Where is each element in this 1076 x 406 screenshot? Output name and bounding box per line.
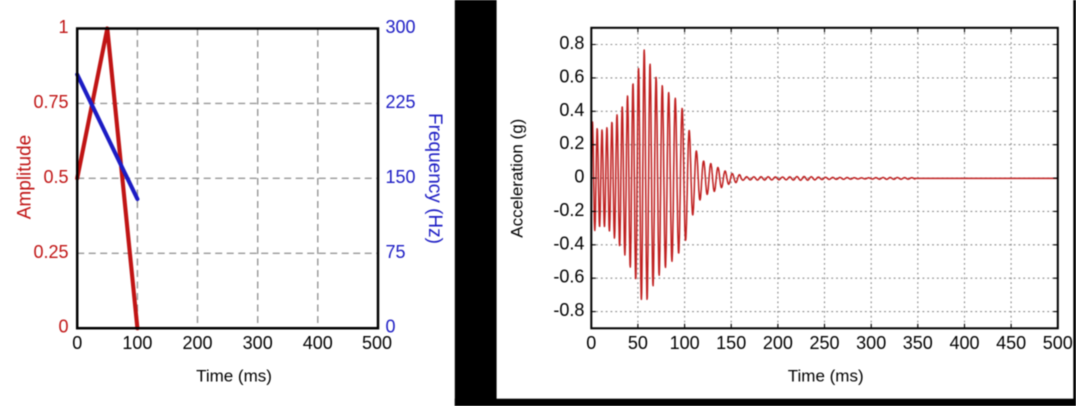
svg-text:1: 1	[58, 17, 68, 37]
svg-text:500: 500	[1043, 333, 1073, 353]
svg-text:0: 0	[586, 333, 596, 353]
svg-text:400: 400	[949, 333, 979, 353]
svg-text:-0.6: -0.6	[553, 267, 584, 287]
svg-text:150: 150	[386, 167, 416, 187]
svg-text:350: 350	[903, 333, 933, 353]
svg-text:300: 300	[856, 333, 886, 353]
svg-text:250: 250	[809, 333, 839, 353]
svg-text:0: 0	[386, 317, 396, 337]
svg-text:50: 50	[628, 333, 648, 353]
svg-text:Amplitude: Amplitude	[15, 135, 36, 220]
svg-text:0.4: 0.4	[559, 100, 584, 120]
svg-text:0.8: 0.8	[559, 33, 584, 53]
svg-text:Time (ms): Time (ms)	[788, 367, 864, 386]
svg-text:75: 75	[386, 242, 406, 262]
svg-text:300: 300	[386, 17, 416, 37]
svg-text:100: 100	[670, 333, 700, 353]
svg-text:225: 225	[386, 92, 416, 112]
svg-text:Time (ms): Time (ms)	[196, 366, 272, 385]
svg-text:0: 0	[574, 167, 584, 187]
svg-text:-0.4: -0.4	[553, 233, 584, 253]
svg-text:Acceleration (g): Acceleration (g)	[508, 119, 527, 238]
svg-text:0.2: 0.2	[559, 133, 584, 153]
svg-text:-0.2: -0.2	[553, 200, 584, 220]
svg-text:500: 500	[362, 333, 392, 353]
svg-text:0: 0	[72, 333, 82, 353]
svg-text:0.5: 0.5	[43, 167, 68, 187]
svg-text:0.6: 0.6	[559, 66, 584, 86]
svg-text:150: 150	[716, 333, 746, 353]
svg-text:100: 100	[122, 333, 152, 353]
svg-text:300: 300	[243, 333, 273, 353]
svg-text:450: 450	[996, 333, 1026, 353]
svg-text:Frequency (Hz): Frequency (Hz)	[424, 113, 445, 244]
svg-text:200: 200	[182, 333, 212, 353]
svg-text:-0.8: -0.8	[553, 300, 584, 320]
svg-text:0.25: 0.25	[33, 242, 68, 262]
svg-text:0: 0	[58, 317, 68, 337]
svg-text:400: 400	[303, 333, 333, 353]
svg-text:200: 200	[763, 333, 793, 353]
svg-text:0.75: 0.75	[33, 92, 68, 112]
